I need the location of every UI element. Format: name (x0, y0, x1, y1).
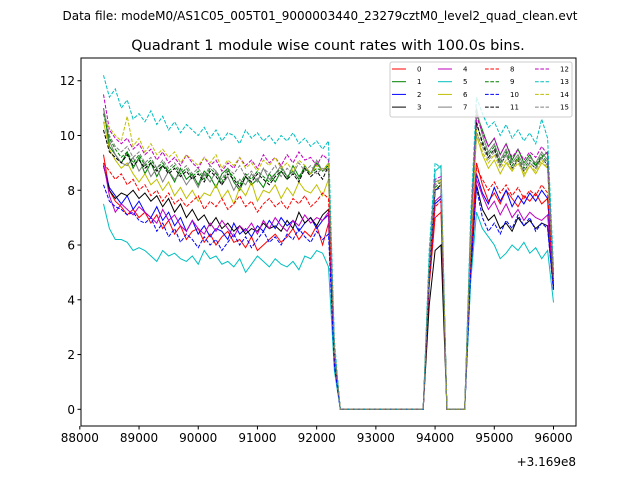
legend-entry-5: 5 (438, 78, 467, 86)
legend-entry-9: 9 (485, 78, 514, 86)
legend-entry-7: 7 (438, 104, 467, 112)
legend-label: 13 (560, 78, 569, 86)
legend-label: 0 (417, 66, 421, 74)
legend-entry-10: 10 (485, 91, 519, 99)
x-tick-label: 89000 (120, 431, 158, 445)
series-line-14 (103, 116, 554, 410)
legend-label: 14 (560, 91, 569, 99)
series-line-8 (103, 162, 554, 410)
legend-label: 5 (463, 78, 467, 86)
y-tick-label: 2 (67, 348, 75, 362)
legend-entry-14: 14 (535, 91, 569, 99)
legend-entry-1: 1 (392, 78, 421, 86)
series-layer (103, 75, 554, 410)
x-tick-label: 93000 (357, 431, 395, 445)
legend-label: 2 (417, 91, 421, 99)
series-line-4 (103, 162, 554, 410)
suptitle: Data file: modeM0/AS1C05_005T01_90000034… (62, 9, 577, 23)
legend-label: 15 (560, 104, 569, 112)
y-tick-label: 10 (60, 129, 75, 143)
series-line-5 (103, 164, 554, 410)
legend-entry-11: 11 (485, 104, 519, 112)
legend-label: 12 (560, 66, 569, 74)
legend-entry-6: 6 (438, 91, 468, 99)
y-tick-label: 0 (67, 403, 75, 417)
x-offset-label: +3.169e8 (517, 455, 576, 469)
legend-entry-0: 0 (392, 66, 421, 74)
legend-entry-2: 2 (392, 91, 421, 99)
legend-label: 9 (510, 78, 514, 86)
legend-entry-15: 15 (535, 104, 569, 112)
y-tick-label: 8 (67, 184, 75, 198)
legend-frame (389, 61, 573, 118)
legend-label: 8 (510, 66, 514, 74)
x-tick-label: 91000 (238, 431, 276, 445)
x-tick-label: 96000 (534, 431, 572, 445)
chart-title: Quadrant 1 module wise count rates with … (131, 38, 525, 54)
legend-label: 3 (417, 104, 421, 112)
series-line-15 (103, 107, 554, 410)
legend-label: 10 (510, 91, 519, 99)
legend-label: 4 (463, 66, 468, 74)
legend-label: 7 (463, 104, 467, 112)
legend-entry-4: 4 (438, 66, 468, 74)
y-tick-label: 4 (67, 293, 75, 307)
legend-entry-8: 8 (485, 66, 514, 74)
legend-entry-13: 13 (535, 78, 569, 86)
legend-label: 11 (510, 104, 519, 112)
series-line-12 (103, 94, 554, 410)
legend-label: 1 (417, 78, 421, 86)
x-tick-label: 90000 (179, 431, 217, 445)
legend-label: 6 (463, 91, 468, 99)
x-tick-label: 92000 (298, 431, 336, 445)
x-tick-label: 88000 (61, 431, 99, 445)
legend-entry-12: 12 (535, 66, 569, 74)
y-axis: 0 2 4 6 8 10 12 (60, 74, 81, 417)
x-axis: 88000 89000 90000 91000 92000 93000 94000 95000… (61, 426, 573, 445)
y-tick-label: 12 (60, 74, 75, 88)
x-tick-label: 95000 (475, 431, 513, 445)
legend-entry-3: 3 (392, 104, 421, 112)
y-tick-label: 6 (67, 239, 75, 253)
axes-frame (80, 57, 577, 427)
series-line-10 (103, 184, 554, 410)
x-tick-label: 94000 (416, 431, 454, 445)
